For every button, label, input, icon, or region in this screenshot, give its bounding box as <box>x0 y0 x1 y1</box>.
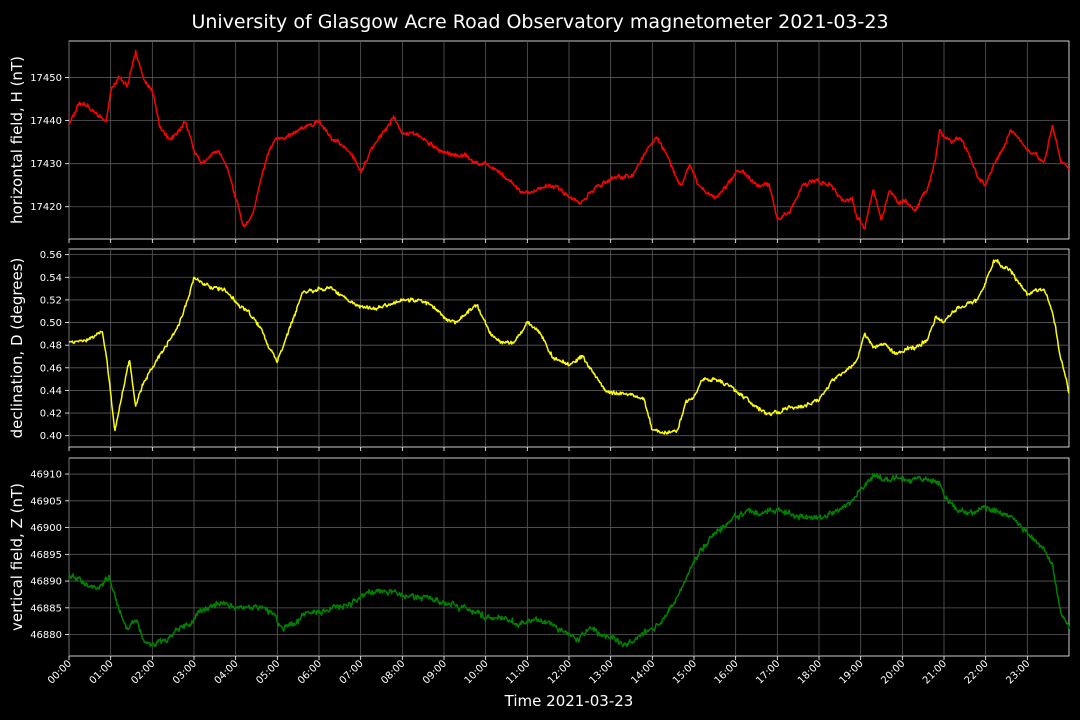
x-tick-label: 14:00 <box>629 658 657 686</box>
x-tick-label: 02:00 <box>129 658 157 686</box>
x-tick-labels: 00:00 01:00 02:00 03:00 04:00 05:00 06:00 07:00… <box>46 658 1032 686</box>
y-tick-label: 17420 <box>30 202 62 213</box>
y-tick-label: 46880 <box>30 630 62 641</box>
x-tick-label: 16:00 <box>713 658 741 686</box>
x-tick-label: 12:00 <box>546 658 574 686</box>
x-tick-label: 09:00 <box>421 658 449 686</box>
chart-title: University of Glasgow Acre Road Observat… <box>191 11 888 33</box>
y-tick-label: 0.50 <box>40 318 62 329</box>
y-axis-label: declination, D (degrees) <box>8 258 26 439</box>
y-tick-label: 0.40 <box>40 431 62 442</box>
y-tick-label: 17430 <box>30 159 62 170</box>
y-axis-label: horizontal field, H (nT) <box>8 56 26 224</box>
y-tick-label: 46895 <box>30 550 62 561</box>
series-line <box>68 259 1070 435</box>
y-tick-label: 0.52 <box>40 295 62 306</box>
x-tick-label: 10:00 <box>463 658 491 686</box>
y-tick-label: 0.46 <box>40 363 62 374</box>
y-tick-label: 0.48 <box>40 341 62 352</box>
y-tick-label: 0.56 <box>40 250 62 261</box>
y-tick-label: 46905 <box>30 496 62 507</box>
x-tick-label: 21:00 <box>921 658 949 686</box>
y-tick-label: 0.54 <box>40 273 62 284</box>
y-tick-label: 46900 <box>30 523 62 534</box>
x-tick-label: 08:00 <box>379 658 407 686</box>
panel-2: 0.40 0.42 0.44 0.46 0.48 0.50 0.52 0.54 0.56 decl… <box>8 248 1070 451</box>
y-axis-label: vertical field, Z (nT) <box>8 483 26 631</box>
x-tick-label: 00:00 <box>46 658 74 686</box>
y-tick-label: 0.44 <box>40 386 62 397</box>
y-tick-label: 0.42 <box>40 409 62 420</box>
x-tick-label: 11:00 <box>504 658 532 686</box>
x-tick-label: 03:00 <box>171 658 199 686</box>
y-tick-label: 46910 <box>30 470 62 481</box>
y-tick-label: 17440 <box>30 116 62 127</box>
y-tick-label: 46885 <box>30 603 62 614</box>
x-tick-label: 18:00 <box>796 658 824 686</box>
x-tick-label: 01:00 <box>88 658 116 686</box>
series-line <box>68 49 1070 230</box>
x-tick-label: 19:00 <box>838 658 866 686</box>
x-tick-label: 06:00 <box>296 658 324 686</box>
series-line <box>68 472 1070 648</box>
x-tick-label: 22:00 <box>963 658 991 686</box>
x-axis-label: Time 2021-03-23 <box>504 692 634 710</box>
x-tick-label: 17:00 <box>754 658 782 686</box>
x-tick-label: 23:00 <box>1004 658 1032 686</box>
y-tick-label: 46890 <box>30 577 62 588</box>
x-tick-label: 04:00 <box>213 658 241 686</box>
x-tick-label: 07:00 <box>338 658 366 686</box>
x-tick-label: 13:00 <box>588 658 616 686</box>
panel-1: 17420 17430 17440 17450 horizontal field, H … <box>8 40 1070 243</box>
x-tick-label: 20:00 <box>879 658 907 686</box>
y-tick-label: 17450 <box>30 73 62 84</box>
panel-3: 46880 46885 46890 46895 46900 46905 46910 verti… <box>8 457 1070 660</box>
chart-panels: 17420 17430 17440 17450 horizontal field, H … <box>8 40 1070 687</box>
x-tick-label: 15:00 <box>671 658 699 686</box>
x-tick-label: 05:00 <box>254 658 282 686</box>
